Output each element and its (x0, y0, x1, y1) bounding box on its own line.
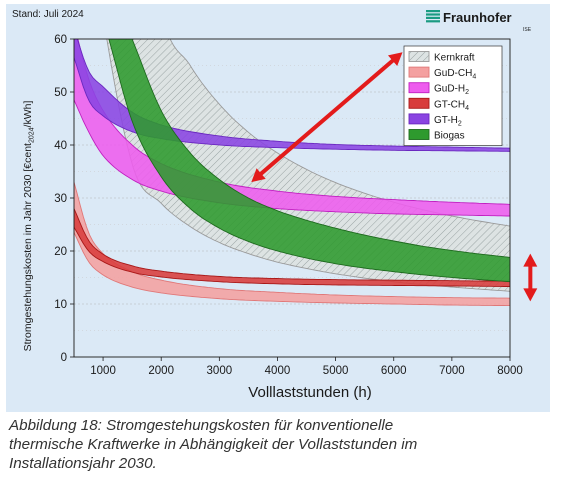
x-tick-label: 4000 (265, 365, 291, 377)
fraunhofer-logo-icon (426, 10, 440, 23)
y-tick-label: 30 (54, 193, 67, 205)
band-gud-ch4-lower-edge (74, 232, 510, 307)
figure-panel: Stand: Juli 2024 Fraunhofer ISE 1000 2000… (6, 4, 550, 412)
fraunhofer-logo: Fraunhofer ISE (426, 10, 532, 33)
legend-swatch-biogas (408, 129, 430, 140)
caption-line: Abbildung 18: Stromgestehungskosten für … (9, 417, 394, 434)
legend-label-gud-ch4: GuD-CH4 (434, 68, 476, 81)
brand-sub: ISE (523, 27, 532, 33)
double-arrow (523, 253, 538, 302)
y-tick-label: 0 (61, 352, 67, 364)
legend-box (403, 45, 503, 146)
legend-label-gud-h2: GuD-H2 (434, 84, 469, 97)
x-tick-label: 6000 (381, 365, 407, 377)
x-tick-label: 3000 (207, 365, 233, 377)
band-gud-h2-lower-edge (74, 99, 510, 217)
legend-swatch-gt-h2 (408, 113, 430, 125)
band-biogas-upper-edge (131, 39, 510, 258)
x-tick-label: 2000 (148, 365, 174, 377)
x-tick-label: 5000 (323, 365, 349, 377)
double-arrow (251, 52, 403, 183)
legend: Kernkraft GuD-CH4 GuD-H2 GT-CH4 GT-H2 Biogas (403, 45, 503, 146)
x-tick-label: 7000 (439, 365, 465, 377)
y-tick-label: 20 (54, 246, 67, 258)
figure-caption: Abbildung 18: Stromgestehungskosten für … (9, 416, 539, 473)
caption-line: Installationsjahr 2030. (9, 455, 157, 472)
stand-label: Stand: Juli 2024 (12, 9, 84, 20)
arrow-head (388, 52, 403, 66)
caption-line: thermische Kraftwerke in Abhängigkeit de… (9, 436, 418, 453)
arrow-head (523, 253, 538, 267)
y-tick-label: 50 (54, 87, 67, 99)
legend-label-gt-h2: GT-H2 (434, 115, 462, 128)
y-tick-label: 10 (54, 299, 67, 311)
arrow-shaft (257, 57, 396, 177)
x-tick-label: 8000 (497, 365, 523, 377)
band-kernkraft (106, 39, 510, 292)
band-biogas (108, 39, 510, 282)
chart: Stand: Juli 2024 Fraunhofer ISE 1000 2000… (12, 9, 538, 401)
y-tick-label: 40 (54, 140, 67, 152)
y-axis-label: Stromgestehungskosten im Jahr 2030 [€cen… (22, 101, 36, 352)
arrow-head (251, 168, 266, 183)
axes: 1000 2000 3000 4000 5000 6000 7000 8000 0 10 20 30 4… (22, 34, 523, 401)
band-gt-ch4-upper-edge (74, 208, 510, 282)
legend-label-biogas: Biogas (434, 131, 465, 142)
brand-name: Fraunhofer (443, 10, 512, 25)
legend-swatch-kernkraft (408, 51, 430, 62)
y-tick-label: 60 (54, 34, 67, 46)
arrows (251, 52, 538, 302)
legend-swatch-gt-ch4 (408, 97, 430, 109)
arrow-head (523, 288, 538, 302)
x-tick-label: 1000 (90, 365, 116, 377)
band-gud-h2-upper-edge (77, 39, 510, 205)
band-biogas-lower-edge (108, 39, 510, 283)
band-gud-ch4-upper-edge (74, 181, 510, 299)
legend-swatch-gud-h2 (408, 82, 430, 94)
band-gt-ch4-lower-edge (74, 226, 510, 287)
legend-label-gt-ch4: GT-CH4 (434, 99, 469, 112)
legend-swatch-gud-ch4 (408, 66, 430, 78)
x-axis-label: Volllaststunden (h) (248, 384, 371, 401)
legend-label-kernkraft: Kernkraft (434, 53, 475, 64)
